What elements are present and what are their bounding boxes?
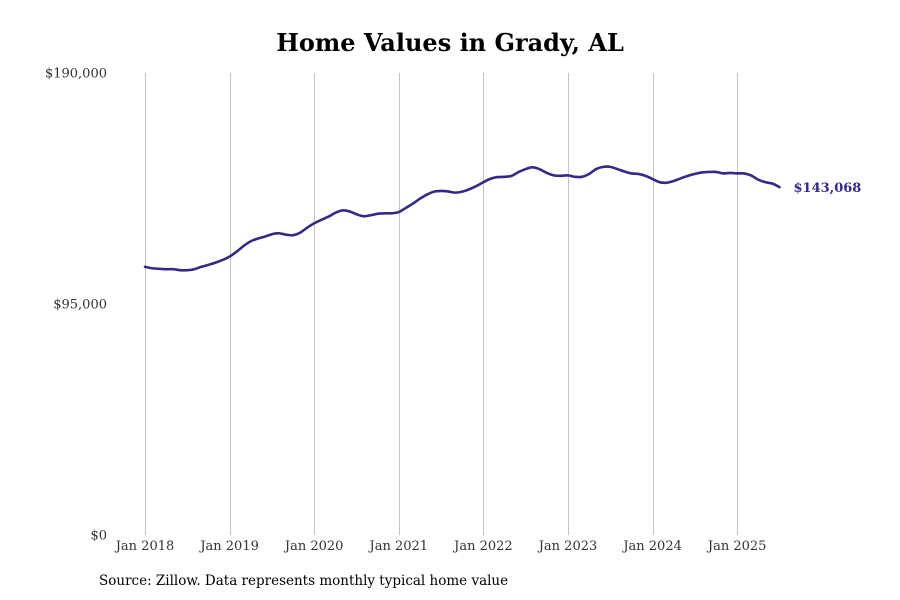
x-axis-tick-labels: Jan 2018 Jan 2019 Jan 2020 Jan 2021 Jan 2022… [114, 539, 767, 554]
x-tick-label: Jan 2025 [706, 539, 767, 554]
home-value-series-line [143, 165, 781, 272]
y-axis-tick-labels: $0 $95,000 $190,000 [45, 67, 107, 544]
x-tick-label: Jan 2019 [198, 539, 259, 554]
x-tick-label: Jan 2023 [537, 539, 598, 554]
end-value-label: $143,068 [794, 181, 862, 196]
x-tick-label: Jan 2022 [452, 539, 513, 554]
x-tick-label: Jan 2021 [368, 539, 429, 554]
x-tick-label: Jan 2018 [114, 539, 175, 554]
chart-title: Home Values in Grady, AL [276, 28, 624, 57]
y-tick-label: $0 [90, 529, 107, 544]
y-tick-label: $190,000 [45, 67, 107, 82]
series-layer [143, 165, 781, 272]
gridlines [145, 73, 738, 535]
x-tick-label: Jan 2024 [621, 539, 682, 554]
end-value-label-layer: $143,068 [794, 181, 862, 196]
x-tick-label: Jan 2020 [283, 539, 344, 554]
y-tick-label: $95,000 [53, 298, 107, 313]
source-note: Source: Zillow. Data represents monthly … [99, 573, 509, 589]
